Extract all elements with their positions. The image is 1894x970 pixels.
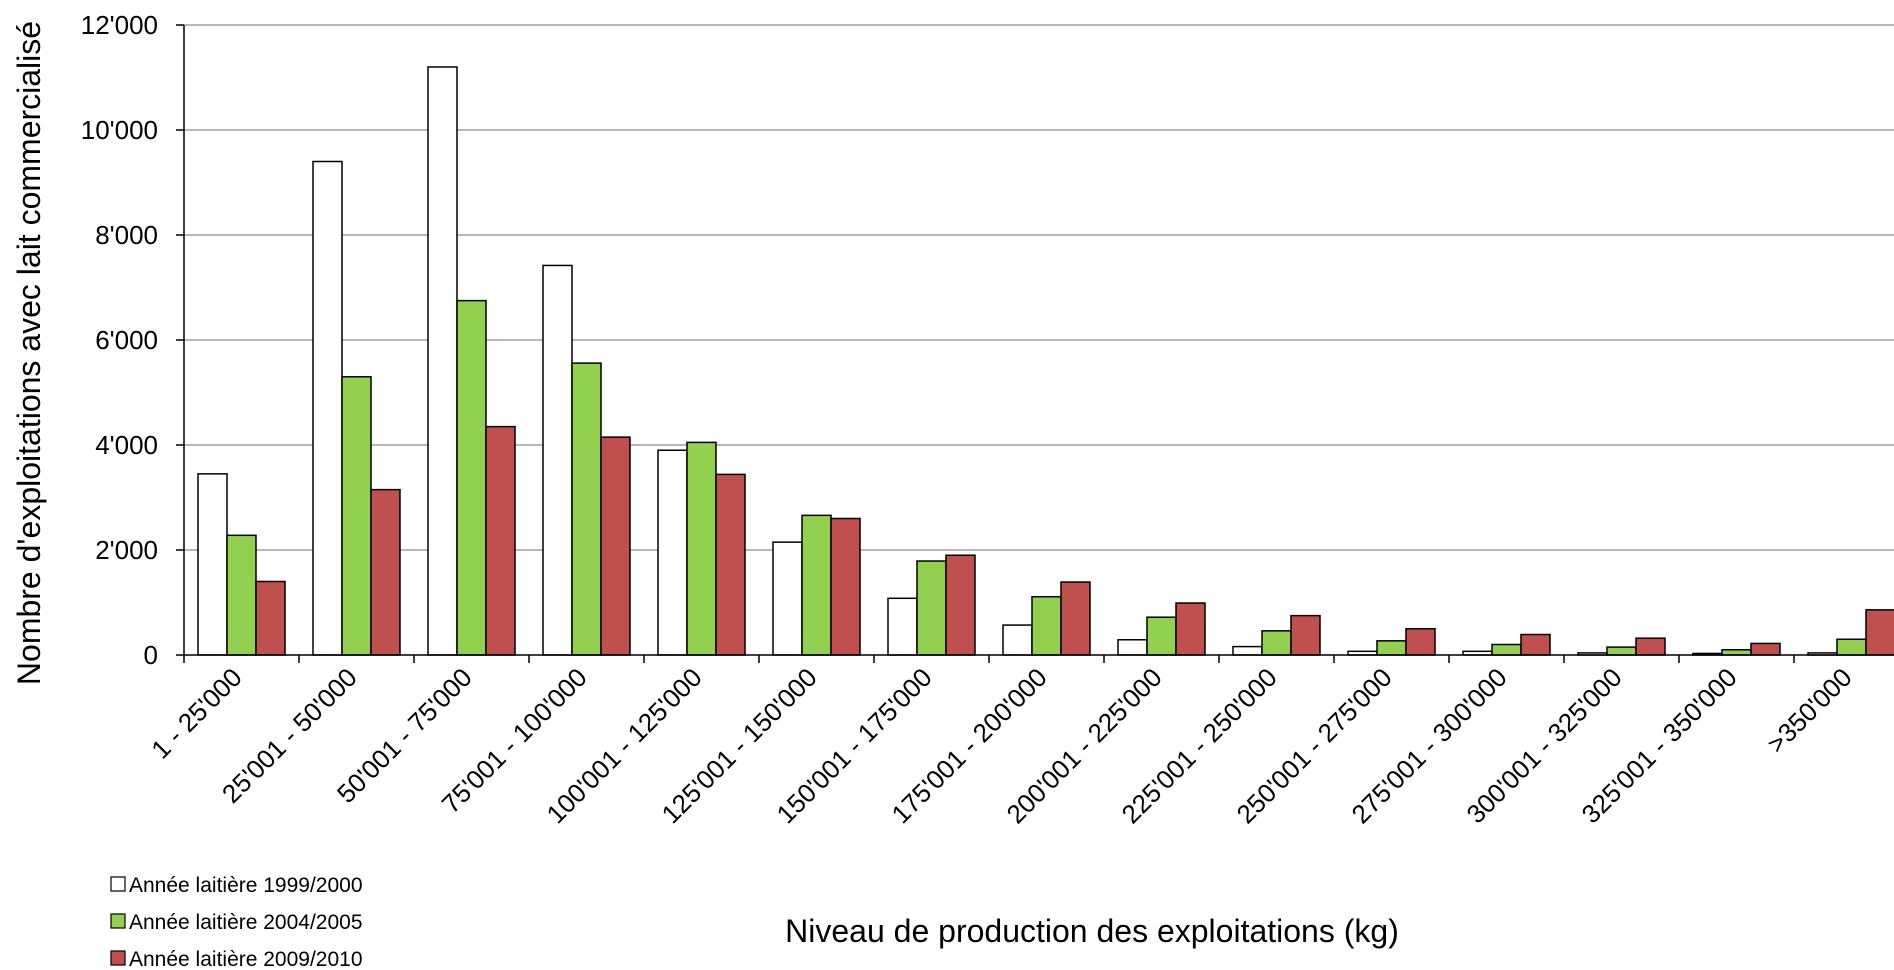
y-tick-labels: 0 2'000 4'000 6'000 8'000 10'000 12'000 [81, 10, 158, 670]
bar-series-3 [485, 425, 516, 656]
bar-series-3 [715, 473, 746, 656]
bar-series-2 [1261, 630, 1292, 656]
bar-series-2 [686, 441, 717, 656]
bar-series-3 [370, 488, 401, 656]
bar-series-2 [1606, 646, 1637, 656]
bar-series-3 [1060, 581, 1091, 656]
x-tick-label: 1 - 25'000 [145, 662, 247, 764]
bar-series-2 [916, 560, 947, 656]
legend-swatch-2 [110, 913, 126, 929]
y-tick-label: 6'000 [95, 325, 158, 355]
x-tick-label: >350'000 [1761, 662, 1858, 759]
bar-series-1 [1117, 639, 1148, 656]
bar-series-1 [1232, 645, 1263, 656]
x-axis-title: Niveau de production des exploitations (… [785, 913, 1399, 949]
y-tick-label: 12'000 [81, 10, 158, 40]
legend: Année laitière 1999/2000 Année laitière 2… [110, 874, 363, 970]
bar-series-3 [1520, 633, 1551, 656]
bars [197, 66, 1894, 656]
bar-series-3 [945, 554, 976, 656]
bar-series-3 [600, 436, 631, 656]
axes [176, 24, 1894, 663]
bar-series-1 [542, 264, 573, 656]
bar-series-2 [341, 376, 372, 656]
bar-series-2 [1491, 643, 1522, 656]
y-tick-label: 0 [144, 640, 158, 670]
bar-series-3 [1750, 642, 1781, 656]
y-tick-label: 2'000 [95, 535, 158, 565]
bar-series-2 [1146, 616, 1177, 656]
bar-series-1 [887, 597, 918, 656]
bar-series-1 [657, 449, 688, 656]
legend-label-1: Année laitière 1999/2000 [129, 874, 363, 897]
bar-series-2 [1031, 595, 1062, 656]
legend-swatch-1 [110, 876, 126, 892]
y-axis-title: Nombre d'exploitations avec lait commerc… [11, 21, 47, 685]
bar-series-1 [427, 66, 458, 656]
bar-series-3 [830, 517, 861, 656]
bar-series-2 [571, 362, 602, 656]
bar-series-1 [312, 160, 343, 656]
bar-series-1 [1002, 624, 1033, 656]
bar-series-2 [1376, 640, 1407, 656]
bar-series-1 [197, 473, 228, 656]
bar-series-3 [1865, 609, 1894, 656]
bar-series-3 [1635, 637, 1666, 656]
y-tick-label: 10'000 [81, 115, 158, 145]
legend-label-3: Année laitière 2009/2010 [129, 948, 363, 970]
y-tick-label: 4'000 [95, 430, 158, 460]
bar-series-3 [1290, 614, 1321, 656]
y-tick-label: 8'000 [95, 220, 158, 250]
bar-series-2 [801, 514, 832, 656]
bar-series-2 [1836, 638, 1867, 656]
bar-series-2 [456, 299, 487, 656]
legend-label-2: Année laitière 2004/2005 [129, 911, 363, 934]
bar-series-3 [1175, 602, 1206, 656]
bar-series-1 [772, 541, 803, 656]
legend-swatch-3 [110, 950, 126, 966]
bar-series-2 [226, 534, 257, 656]
bar-series-3 [255, 580, 286, 656]
bar-series-3 [1405, 628, 1436, 656]
bar-series-2 [1721, 649, 1752, 656]
